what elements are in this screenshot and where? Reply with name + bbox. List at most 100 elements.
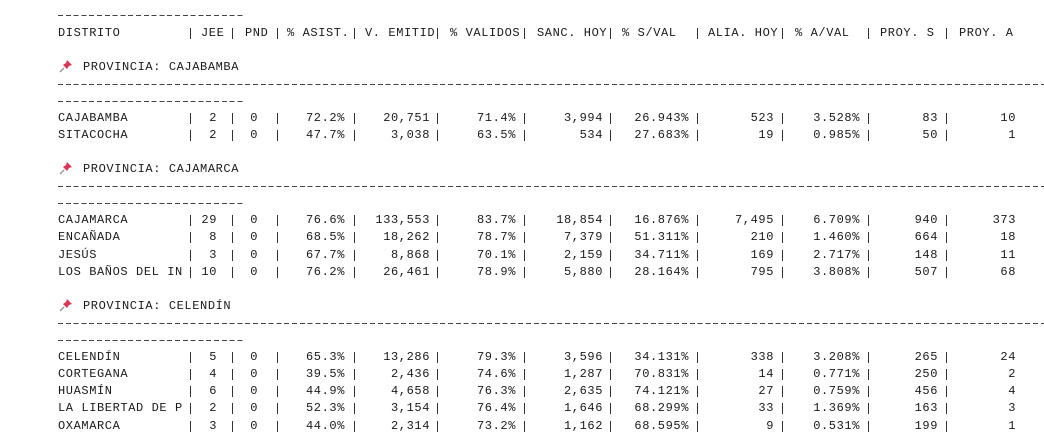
column-separator <box>354 369 355 380</box>
column-separator <box>946 232 947 244</box>
column-separator <box>946 266 947 278</box>
column-separator <box>782 351 783 363</box>
province-title: PROVINCIA: CAJAMARCA <box>83 162 240 177</box>
cell-value: 83 <box>922 111 938 125</box>
cell-value: 19 <box>758 128 774 143</box>
district-name: ENCAÑADA <box>58 230 121 245</box>
column-separator <box>232 369 233 380</box>
column-separator <box>232 403 233 415</box>
district-name: CORTEGANA <box>58 367 129 381</box>
column-separator <box>354 249 355 261</box>
column-separator <box>610 113 611 124</box>
cell-value: 47.7% <box>305 128 345 143</box>
cell-value: 1,287 <box>563 367 603 381</box>
column-separator <box>190 403 191 415</box>
cell-value: 51.311% <box>634 230 689 245</box>
cell-value: 2,635 <box>563 384 603 399</box>
column-separator <box>190 351 191 363</box>
cell-value: 76.4% <box>476 401 516 416</box>
cell-value: 72.2% <box>305 111 345 125</box>
column-separator <box>437 369 438 380</box>
column-separator <box>946 403 947 415</box>
separator-short <box>58 15 245 16</box>
cell-value: 0 <box>250 367 258 381</box>
district-name: OXAMARCA <box>58 418 121 433</box>
cell-value: 163 <box>914 401 938 416</box>
cell-value: 1.369% <box>813 401 860 416</box>
column-separator <box>190 386 191 398</box>
column-separator <box>437 403 438 415</box>
column-separator <box>946 113 947 124</box>
cell-value: 78.7% <box>476 230 516 245</box>
column-separator <box>782 369 783 380</box>
cell-value: 523 <box>750 111 774 125</box>
column-separator <box>354 215 355 227</box>
column-separator <box>190 28 191 39</box>
cell-value: 1,162 <box>563 418 603 433</box>
column-header: % S/VAL <box>622 26 677 40</box>
cell-value: 68.5% <box>305 230 345 245</box>
cell-value: 2,314 <box>390 418 430 433</box>
column-separator <box>946 386 947 398</box>
cell-value: 10 <box>201 264 217 279</box>
cell-value: 265 <box>914 349 938 364</box>
column-separator <box>524 249 525 261</box>
column-separator <box>782 420 783 432</box>
cell-value: 26,461 <box>383 264 430 279</box>
cell-value: 27 <box>758 384 774 399</box>
column-separator <box>232 232 233 244</box>
column-separator <box>354 351 355 363</box>
separator-short <box>58 101 245 102</box>
column-separator <box>868 215 869 227</box>
cell-value: 29 <box>201 213 217 228</box>
column-separator <box>946 351 947 363</box>
cell-value: 76.3% <box>476 384 516 399</box>
column-separator <box>610 386 611 398</box>
column-separator <box>190 266 191 278</box>
column-separator <box>354 113 355 124</box>
column-separator <box>232 420 233 432</box>
cell-value: 795 <box>750 264 774 279</box>
cell-value: 68 <box>1000 264 1016 279</box>
cell-value: 76.6% <box>305 213 345 228</box>
column-separator <box>277 266 278 278</box>
cell-value: 4 <box>1008 384 1016 399</box>
cell-value: 0.531% <box>813 418 860 433</box>
column-separator <box>354 420 355 432</box>
column-separator <box>610 420 611 432</box>
cell-value: 0.985% <box>813 128 860 143</box>
cell-value: 34.131% <box>634 349 689 364</box>
column-header: JEE <box>201 26 225 40</box>
column-separator <box>437 266 438 278</box>
cell-value: 940 <box>914 213 938 228</box>
column-separator <box>782 266 783 278</box>
cell-value: 6 <box>209 384 217 399</box>
cell-value: 534 <box>579 128 603 143</box>
cell-value: 0 <box>250 128 258 143</box>
column-header: PND <box>245 26 269 40</box>
cell-value: 0.759% <box>813 384 860 399</box>
cell-value: 1.460% <box>813 230 860 245</box>
cell-value: 9 <box>766 418 774 433</box>
cell-value: 24 <box>1000 349 1016 364</box>
cell-value: 0 <box>250 418 258 433</box>
cell-value: 3.528% <box>813 111 860 125</box>
column-separator <box>868 28 869 39</box>
cell-value: 1 <box>1008 418 1016 433</box>
district-name: JESÚS <box>58 247 98 262</box>
column-separator <box>437 130 438 142</box>
separator-long <box>58 186 1044 188</box>
cell-value: 0 <box>250 401 258 416</box>
cell-value: 0 <box>250 111 258 125</box>
column-separator <box>946 420 947 432</box>
cell-value: 18 <box>1000 230 1016 245</box>
cell-value: 71.4% <box>476 111 516 125</box>
column-separator <box>524 28 525 39</box>
column-separator <box>610 28 611 39</box>
column-separator <box>868 130 869 142</box>
cell-value: 2,436 <box>390 367 430 381</box>
column-separator <box>782 130 783 142</box>
cell-value: 133,553 <box>375 213 430 228</box>
column-separator <box>524 403 525 415</box>
